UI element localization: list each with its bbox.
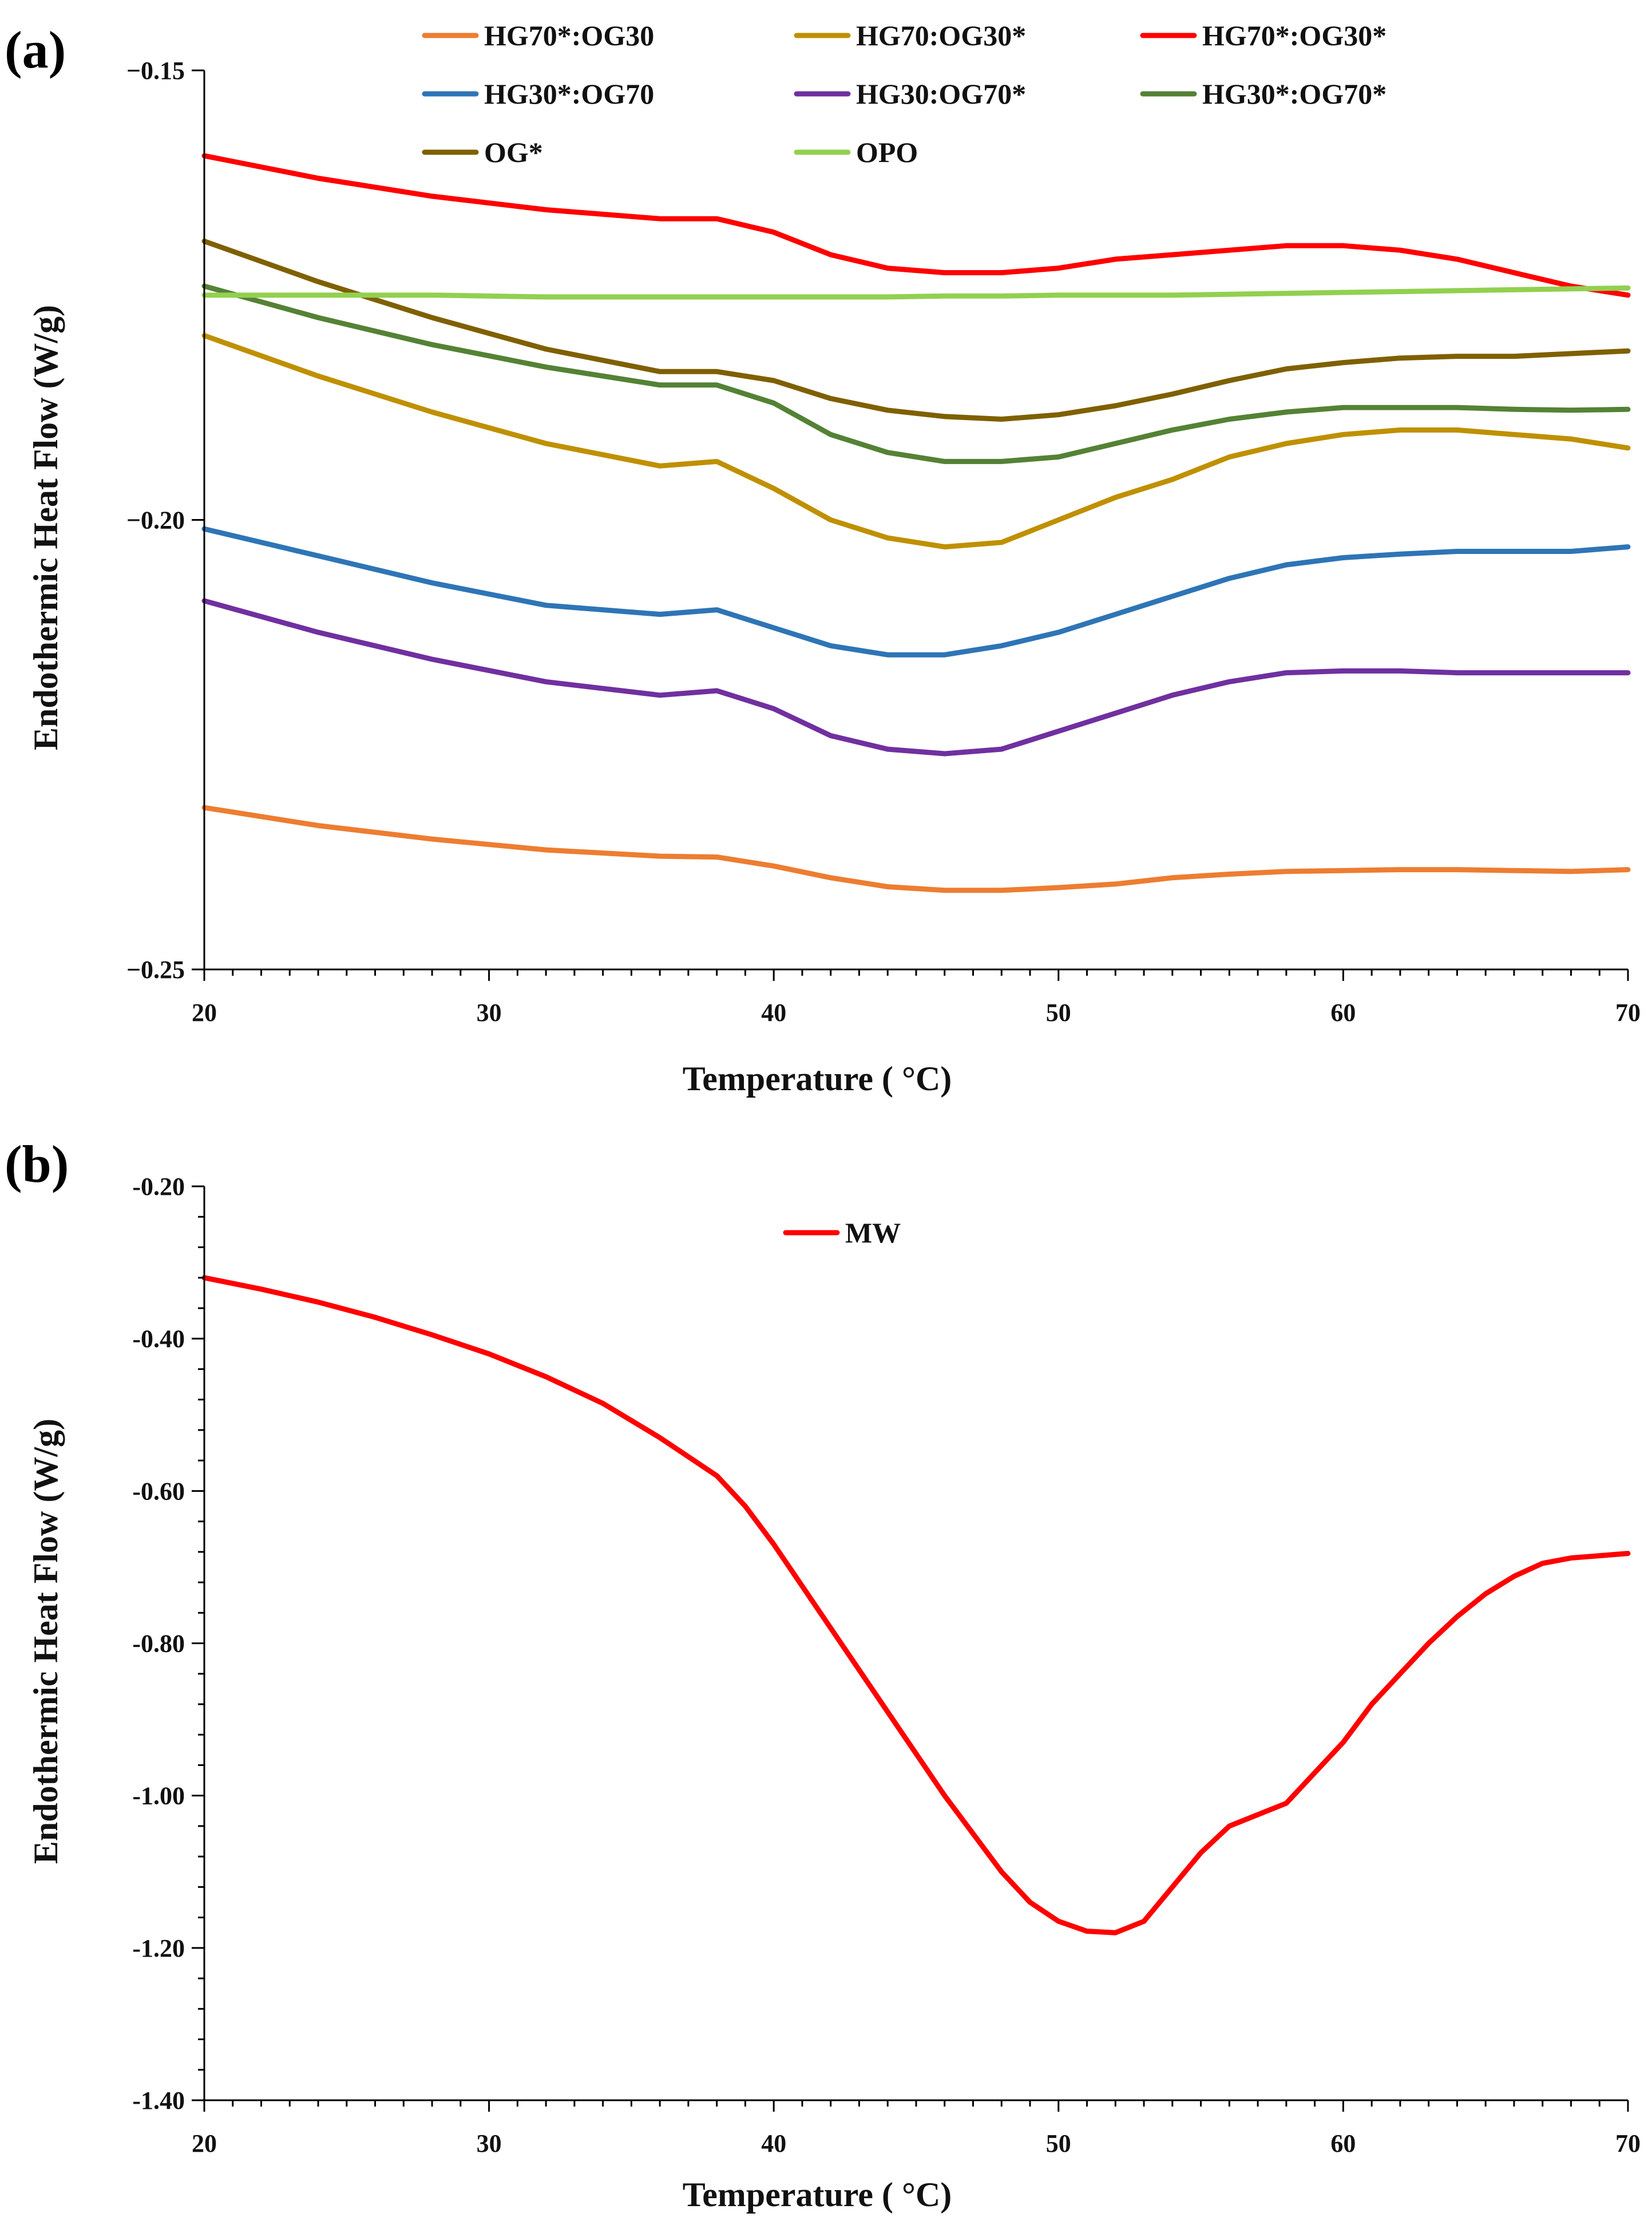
panel-b-chart: (b) 20 30 40 50 60 70 -1.40 -1.20 -1.00 -0.80 -0.6… [5,1135,1641,2214]
y-tick-label: −0.25 [126,956,185,984]
panel-a-legend: HG70*:OG30 HG70:OG30* HG70*:OG30* HG30*:OG7… [422,19,1386,168]
legend-label-hg30-og70: HG30*:OG70 [484,78,654,110]
x-tick-label: 20 [192,999,217,1027]
x-tick-label: 70 [1615,999,1641,1027]
x-tick-label: 30 [477,2129,502,2157]
x-tick-label: 50 [1046,2129,1071,2157]
y-tick-label: −0.15 [126,57,185,85]
x-tick-label: 40 [761,2129,786,2157]
y-tick-label: -0.80 [132,1630,185,1658]
panel-a-chart: (a) 20 30 40 50 60 70 −0.25 −0.20 −0.15 HG70*:OG… [5,19,1641,1098]
legend-label-opo: OPO [856,136,918,168]
legend-label-hg30-og70-: HG30*:OG70* [1202,78,1386,110]
y-tick-label: -0.60 [132,1477,185,1505]
series-line-og- [201,239,1631,422]
panel-b-y-axis-title: Endothermic Heat Flow (W/g) [27,1419,65,1864]
series-line-hg70-og30- [201,332,1631,550]
panel-b-label: (b) [5,1135,69,1193]
series-line-opo [201,285,1631,300]
legend-label-hg70-og30: HG70*:OG30 [484,19,654,52]
legend-label-hg70-og30-: HG70*:OG30* [1202,19,1386,52]
legend-label-hg70-og30-: HG70:OG30* [856,19,1026,52]
x-tick-label: 30 [477,999,502,1027]
x-tick-label: 50 [1046,999,1071,1027]
panel-a-axes: 20 30 40 50 60 70 −0.25 −0.20 −0.15 [126,57,1641,1027]
series-line-hg30-og70 [201,526,1631,658]
x-tick-label: 60 [1330,2129,1356,2157]
panel-b-x-axis-title: Temperature ( °C) [683,2176,952,2214]
panel-a-label: (a) [5,21,66,79]
y-tick-label: -0.20 [132,1173,185,1201]
panel-a-x-axis-title: Temperature ( °C) [683,1060,952,1098]
series-line-hg30-og70- [201,283,1631,464]
y-tick-label: -0.40 [132,1325,185,1353]
y-tick-label: -1.20 [132,1934,185,1962]
x-tick-label: 60 [1330,999,1356,1027]
panel-b-axes: 20 30 40 50 60 70 -1.40 -1.20 -1.00 -0.80 -0.60 -0.… [132,1173,1641,2157]
legend-label-mw: MW [845,1217,901,1249]
panel-a-series-group [201,153,1631,893]
legend-label-og-: OG* [484,136,543,168]
series-line-hg70-og30- [201,153,1631,298]
x-tick-label: 40 [761,999,786,1027]
series-line-hg30-og70- [201,598,1631,757]
panel-a-y-axis-title: Endothermic Heat Flow (W/g) [27,305,65,750]
y-tick-label: −0.20 [126,506,185,535]
series-line-hg70-og30 [201,805,1631,893]
series-line-mw [201,1275,1631,1935]
x-tick-label: 70 [1615,2129,1641,2157]
y-tick-label: -1.00 [132,1782,185,1810]
y-tick-label: -1.40 [132,2087,185,2115]
x-tick-label: 20 [192,2129,217,2157]
legend-label-hg30-og70-: HG30:OG70* [856,78,1026,110]
panel-b-legend: MW [783,1217,901,1249]
panel-b-series-group [201,1275,1631,1935]
